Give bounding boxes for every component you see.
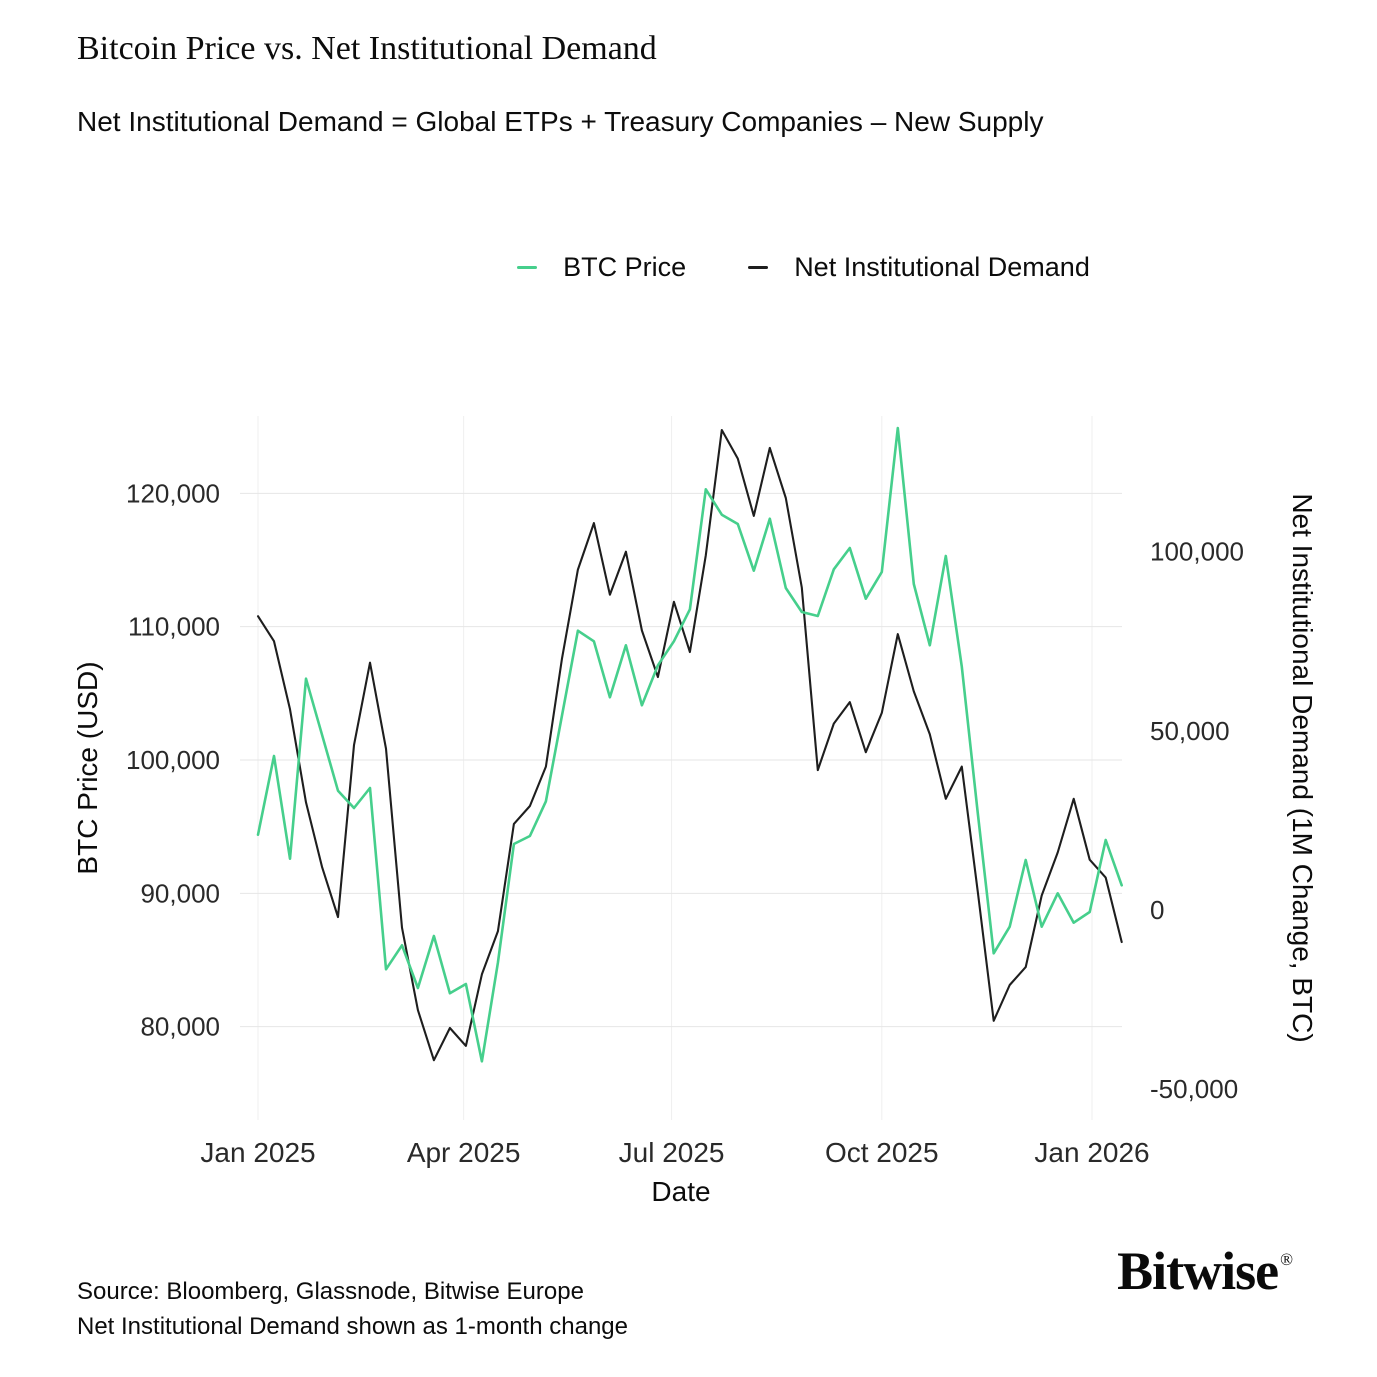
bitwise-logo: Bitwise ®	[1117, 1240, 1293, 1302]
left-axis-tick-label: 90,000	[140, 878, 220, 908]
right-axis-title: Net Institutional Demand (1M Change, BTC…	[1287, 493, 1318, 1042]
bitwise-wordmark: Bitwise	[1117, 1241, 1279, 1301]
legend-label-net-institutional-demand: Net Institutional Demand	[794, 252, 1090, 282]
source-note: Source: Bloomberg, Glassnode, Bitwise Eu…	[77, 1278, 584, 1305]
left-axis-tick-label: 100,000	[126, 745, 220, 775]
right-axis-tick-label: 0	[1150, 895, 1164, 925]
chart-footnotes: Source: Bloomberg, Glassnode, Bitwise Eu…	[77, 1274, 628, 1344]
left-axis-title: BTC Price (USD)	[72, 661, 103, 874]
legend-item-btc-price: BTC Price	[517, 252, 686, 283]
btc-price-line-swatch	[517, 266, 538, 269]
axis-labels: 120,000 110,000 100,000 90,000 80,000 100,000…	[72, 478, 1318, 1168]
x-axis-tick-label: Jan 2025	[200, 1137, 315, 1168]
registered-trademark-icon: ®	[1280, 1250, 1293, 1269]
legend-label-btc-price: BTC Price	[563, 252, 687, 282]
x-axis-title: Date	[651, 1176, 711, 1207]
right-axis-tick-label: -50,000	[1150, 1074, 1238, 1104]
left-axis-tick-label: 120,000	[126, 478, 220, 508]
series-lines	[256, 426, 1123, 1063]
net-institutional-demand-line-swatch	[748, 266, 769, 269]
x-axis-tick-label: Jul 2025	[619, 1137, 725, 1168]
gridlines	[240, 416, 1122, 1120]
legend-item-net-institutional-demand: Net Institutional Demand	[748, 252, 1090, 283]
x-axis-tick-label: Jan 2026	[1034, 1137, 1149, 1168]
right-axis-tick-label: 100,000	[1150, 537, 1244, 567]
methodology-note: Net Institutional Demand shown as 1-mont…	[77, 1313, 628, 1340]
x-axis-tick-label: Apr 2025	[407, 1137, 521, 1168]
left-axis-tick-label: 80,000	[140, 1012, 220, 1042]
right-axis-tick-label: 50,000	[1150, 716, 1230, 746]
btc-price-line	[256, 426, 1123, 1063]
x-axis-tick-label: Oct 2025	[825, 1137, 939, 1168]
chart-subtitle: Net Institutional Demand = Global ETPs +…	[77, 106, 1044, 137]
net-institutional-demand-line	[256, 428, 1123, 1062]
chart-legend: BTC Price Net Institutional Demand	[115, 252, 1377, 283]
chart-title: Bitcoin Price vs. Net Institutional Dema…	[77, 30, 657, 67]
left-axis-tick-label: 110,000	[128, 612, 220, 642]
